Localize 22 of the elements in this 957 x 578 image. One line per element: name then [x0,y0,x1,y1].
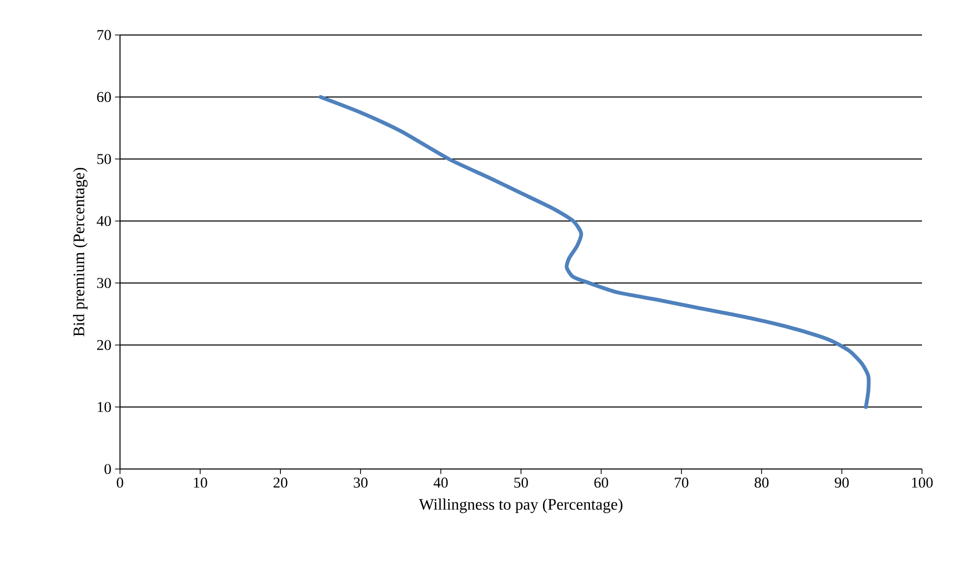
x-tick-label: 0 [116,478,124,488]
x-tick-label: 20 [274,478,288,488]
y-tick-label: 30 [97,278,111,288]
y-tick-label: 20 [97,340,111,350]
x-tick-label: 80 [754,478,769,488]
y-tick-label: 10 [98,402,111,412]
y-axis-title: Bid premium (Percentage) [73,168,88,336]
y-tick-label: 60 [97,92,111,102]
x-tick-label: 30 [354,478,368,488]
x-tick-label: 100 [912,478,933,488]
y-tick-label: 0 [104,464,111,474]
y-tick-label: 50 [97,154,111,164]
x-tick-label: 50 [514,478,528,488]
x-axis-title: Willingness to pay (Percentage) [418,498,622,514]
line-series [318,95,871,409]
x-tick-label: 70 [674,478,688,488]
x-tick-label: 10 [194,478,208,488]
x-tick-label: 90 [834,478,849,488]
x-tick-label: 60 [594,478,608,488]
x-tick-label: 40 [434,478,448,488]
y-tick-label: 40 [96,216,111,226]
y-tick-label: 70 [97,30,111,40]
